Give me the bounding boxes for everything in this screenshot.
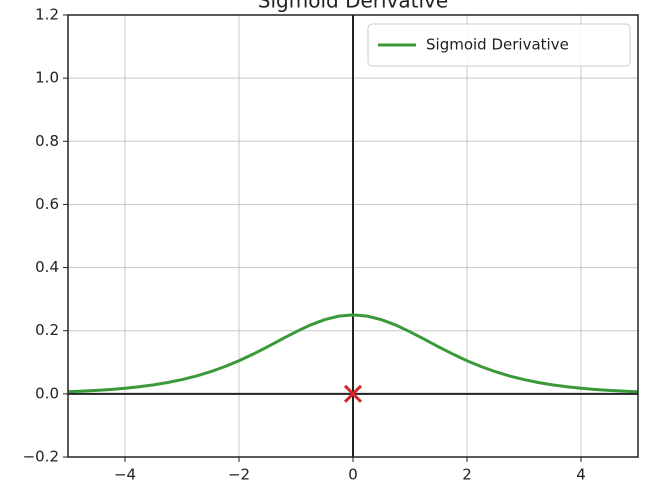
legend-label: Sigmoid Derivative bbox=[426, 36, 569, 54]
marker-cross bbox=[343, 384, 363, 403]
x-tick-label: −4 bbox=[114, 466, 136, 484]
x-tick-label: 0 bbox=[348, 466, 358, 484]
y-tick-label: 1.2 bbox=[35, 6, 59, 24]
y-tick-label: 1.0 bbox=[35, 69, 59, 87]
x-tick-label: 2 bbox=[462, 466, 472, 484]
x-tick-label: −2 bbox=[228, 466, 250, 484]
y-tick-label: −0.2 bbox=[23, 448, 59, 466]
line-series bbox=[67, 313, 639, 394]
plot-frame bbox=[67, 14, 639, 458]
chart-title: Sigmoid Derivative bbox=[258, 0, 448, 13]
y-tick-label: 0.4 bbox=[35, 258, 59, 276]
point-marker bbox=[343, 384, 363, 403]
y-tick-label: 0.6 bbox=[35, 195, 59, 213]
y-tick-label: 0.2 bbox=[35, 321, 59, 339]
y-tick-label: 0.0 bbox=[35, 384, 59, 402]
y-tick-label: 0.8 bbox=[35, 132, 59, 150]
legend-box bbox=[367, 23, 631, 67]
x-tick-label: 4 bbox=[576, 466, 586, 484]
